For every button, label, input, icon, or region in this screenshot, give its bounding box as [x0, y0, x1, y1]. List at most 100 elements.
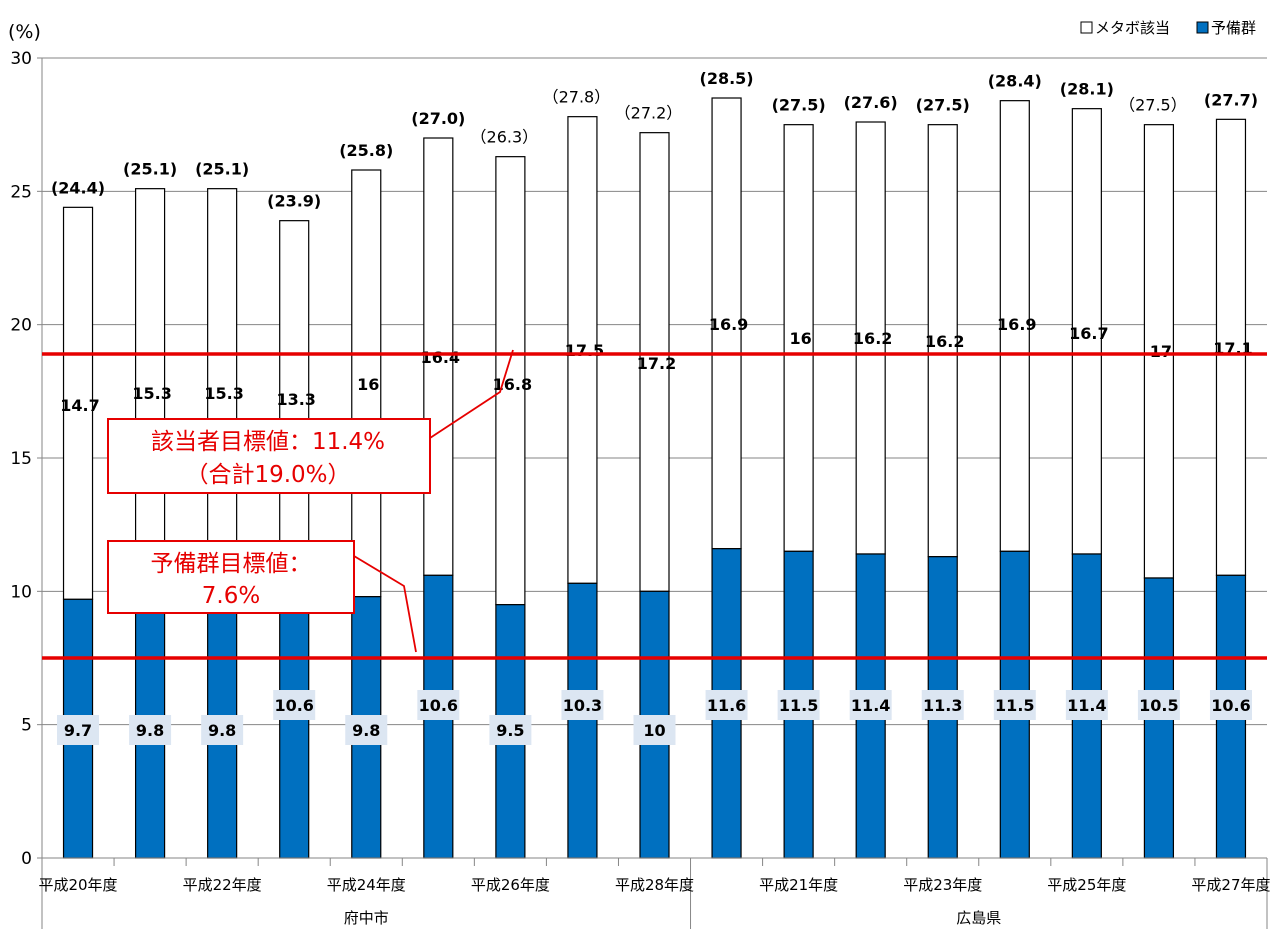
metabo-label: 17: [1150, 342, 1172, 361]
bar-metabo: [423, 137, 454, 576]
yobigun-label: 11.4: [851, 696, 890, 715]
callout-text: （合計19.0%）: [185, 462, 350, 488]
y-unit-label: (%): [8, 21, 41, 43]
x-tick-label: 平成25年度: [1047, 876, 1126, 894]
yobigun-label-box: [489, 715, 532, 745]
bar-metabo: [711, 97, 742, 550]
bar-metabo: [207, 188, 238, 598]
legend-label: 予備群: [1211, 19, 1256, 37]
total-label: (27.5): [916, 96, 970, 115]
yobigun-label-box: [345, 715, 388, 745]
yobigun-label: 11.5: [995, 696, 1034, 715]
y-tick-label: 0: [21, 849, 32, 869]
yobigun-label-box: [1065, 690, 1108, 720]
bar-yobigun: [567, 582, 598, 859]
bar-metabo: [134, 188, 166, 598]
total-label: (27.5): [772, 96, 826, 115]
yobigun-label-box: [633, 715, 676, 745]
total-label: (28.5): [700, 69, 754, 88]
x-tick-label: 平成27年度: [1191, 876, 1270, 894]
group-label: 府中市: [344, 909, 389, 927]
metabo-label: 14.7: [60, 396, 99, 415]
total-label: （27.5）: [1119, 96, 1187, 115]
y-tick-label: 25: [10, 182, 32, 202]
metabo-label: 16.4: [421, 348, 460, 367]
total-label: (24.4): [51, 178, 105, 197]
metabo-label: 15.3: [132, 384, 171, 403]
yobigun-label-box: [273, 690, 316, 720]
yobigun-label: 10.6: [274, 696, 313, 715]
total-label: (28.1): [1060, 80, 1114, 99]
metabo-label: 16.9: [997, 315, 1036, 334]
x-tick-label: 平成20年度: [38, 876, 117, 894]
metabo-label: 16.8: [493, 375, 532, 394]
bar-metabo: [1143, 124, 1175, 579]
y-tick-label: 10: [10, 582, 32, 602]
yobigun-label-box: [777, 690, 820, 720]
yobigun-label: 10: [643, 721, 665, 740]
y-tick-label: 5: [21, 716, 32, 736]
callout-text: 7.6%: [202, 583, 260, 609]
y-tick-label: 15: [10, 449, 32, 469]
yobigun-label: 9.8: [136, 721, 164, 740]
bar-metabo: [567, 116, 598, 584]
legend-swatch-metabo: [1080, 21, 1093, 34]
yobigun-label-box: [921, 690, 964, 720]
x-tick-label: 平成22年度: [183, 876, 262, 894]
total-label: (25.8): [339, 141, 393, 160]
metabo-label: 16.9: [709, 315, 748, 334]
total-label: (25.1): [123, 160, 177, 179]
metabo-label: 16.2: [853, 329, 892, 348]
total-label: (25.1): [195, 160, 249, 179]
yobigun-label-box: [561, 690, 604, 720]
total-label: （27.8）: [543, 88, 611, 107]
x-tick-label: 平成21年度: [759, 876, 838, 894]
callout-leader: [429, 349, 514, 439]
total-label: (27.7): [1204, 90, 1258, 109]
reference-lines: 該当者目標値：11.4% （合計19.0%） 予備群目標値： 7.6%: [42, 349, 1267, 660]
yobigun-label-box: [705, 690, 748, 720]
yobigun-label-box: [1137, 690, 1180, 720]
total-label: (27.0): [411, 109, 465, 128]
callout-box: [107, 418, 431, 494]
yobigun-label: 10.5: [1139, 696, 1178, 715]
group-label: 広島県: [956, 909, 1001, 927]
callout-text: 該当者目標値：11.4%: [151, 429, 385, 455]
metabo-label: 16.7: [1069, 324, 1108, 343]
metabo-label: 16: [789, 329, 811, 348]
legend-label: メタボ該当: [1095, 19, 1170, 37]
callout-box: [107, 540, 355, 614]
metabo-label: 16.2: [925, 332, 964, 351]
metabo-label: 16: [357, 375, 379, 394]
yobigun-label: 11.4: [1067, 696, 1106, 715]
total-label: (27.6): [844, 93, 898, 112]
yobigun-label: 11.3: [923, 696, 962, 715]
total-label: （26.3）: [471, 128, 539, 147]
bar-metabo: [1215, 118, 1247, 576]
yobigun-label: 9.5: [496, 721, 524, 740]
metabo-label: 15.3: [204, 384, 243, 403]
yobigun-label-box: [849, 690, 892, 720]
x-tick-label: 平成24年度: [327, 876, 406, 894]
metabo-label: 13.3: [276, 390, 315, 409]
yobigun-label-box: [201, 715, 244, 745]
labels: 9.7 9.8 9.8 10.6 9.8 10.6 9.5 10.3 10 11.6 11.5 11.…: [51, 69, 1258, 745]
total-label: (28.4): [988, 72, 1042, 91]
legend: (%) メタボ該当 予備群: [8, 19, 1256, 43]
callout-leader: [353, 555, 417, 653]
yobigun-label-box: [417, 690, 460, 720]
bar-metabo: [855, 121, 886, 555]
yobigun-label: 9.8: [352, 721, 380, 740]
bar-metabo: [639, 132, 670, 592]
yobigun-label: 10.6: [1211, 696, 1250, 715]
yobigun-label-box: [129, 715, 172, 745]
y-tick-label: 30: [10, 49, 32, 69]
yobigun-label: 10.6: [419, 696, 458, 715]
yobigun-label: 10.3: [563, 696, 602, 715]
bar-metabo: [495, 156, 526, 606]
yobigun-label-box: [57, 715, 100, 745]
bar-metabo: [999, 100, 1030, 552]
bar-metabo: [927, 124, 958, 558]
total-label: (23.9): [267, 192, 321, 211]
